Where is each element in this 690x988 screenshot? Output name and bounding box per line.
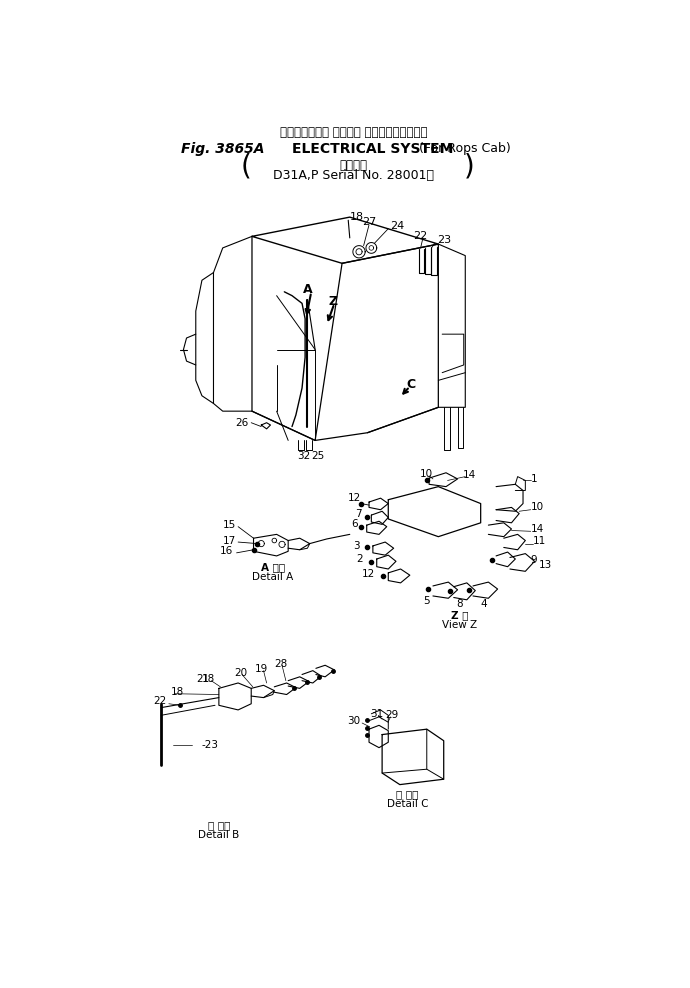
Text: 31: 31	[370, 708, 384, 719]
Text: 22: 22	[153, 696, 166, 705]
Text: 18: 18	[170, 688, 184, 698]
Text: 30: 30	[346, 716, 359, 726]
Text: (: (	[240, 152, 251, 180]
Text: エレクトリカル システム （ロブスキャブ用）: エレクトリカル システム （ロブスキャブ用）	[280, 126, 427, 139]
Text: D31A,P Serial No. 28001～: D31A,P Serial No. 28001～	[273, 169, 434, 183]
Text: 10: 10	[531, 503, 544, 513]
Text: 19: 19	[255, 664, 268, 674]
Text: 18: 18	[350, 212, 364, 222]
Text: Detail C: Detail C	[387, 799, 428, 809]
Text: 6: 6	[351, 520, 357, 530]
Text: Fig. 3865A: Fig. 3865A	[181, 141, 264, 156]
Text: 10: 10	[420, 469, 433, 479]
Text: 8: 8	[457, 599, 463, 609]
Text: 11: 11	[533, 535, 546, 545]
Text: 12: 12	[362, 569, 375, 579]
Text: 28: 28	[274, 659, 287, 669]
Text: 7: 7	[355, 509, 362, 519]
Text: 13: 13	[538, 560, 552, 570]
Text: シ 詳細: シ 詳細	[396, 789, 419, 799]
Text: A 詳細: A 詳細	[261, 562, 285, 572]
Text: 12: 12	[348, 493, 362, 503]
Text: 16: 16	[219, 546, 233, 556]
Text: Z: Z	[328, 294, 337, 307]
Text: View Z: View Z	[442, 620, 477, 630]
Text: 20: 20	[234, 668, 247, 678]
Text: 29: 29	[386, 710, 399, 720]
Text: 適用号機: 適用号機	[339, 159, 368, 172]
Text: ELECTRICAL SYSTEM: ELECTRICAL SYSTEM	[292, 141, 453, 156]
Text: 23: 23	[437, 235, 451, 245]
Text: 1: 1	[531, 474, 538, 484]
Text: -23: -23	[202, 740, 219, 750]
Text: 15: 15	[223, 520, 236, 531]
Text: 9: 9	[531, 555, 538, 565]
Text: 27: 27	[362, 216, 376, 226]
Text: 3: 3	[353, 540, 359, 551]
Text: 18: 18	[201, 674, 215, 684]
Text: Detail A: Detail A	[252, 572, 293, 582]
Text: C: C	[407, 377, 416, 390]
Text: A: A	[303, 283, 313, 296]
Text: 21: 21	[197, 674, 210, 684]
Text: 26: 26	[235, 418, 248, 428]
Text: 25: 25	[310, 451, 324, 460]
Text: 5: 5	[424, 597, 430, 607]
Text: 4: 4	[480, 599, 487, 609]
Text: ): )	[464, 152, 475, 180]
Text: 32: 32	[297, 451, 310, 460]
Text: 22: 22	[413, 230, 428, 241]
Text: Detail B: Detail B	[198, 830, 239, 840]
Text: (For Rops Cab): (For Rops Cab)	[420, 141, 511, 155]
Text: ヒ 詳細: ヒ 詳細	[208, 820, 230, 831]
Text: 2: 2	[356, 554, 363, 564]
Text: Z 視: Z 視	[451, 611, 469, 620]
Text: 24: 24	[390, 221, 404, 231]
Text: 14: 14	[462, 470, 475, 480]
Text: 14: 14	[531, 524, 544, 534]
Text: 17: 17	[223, 535, 236, 545]
